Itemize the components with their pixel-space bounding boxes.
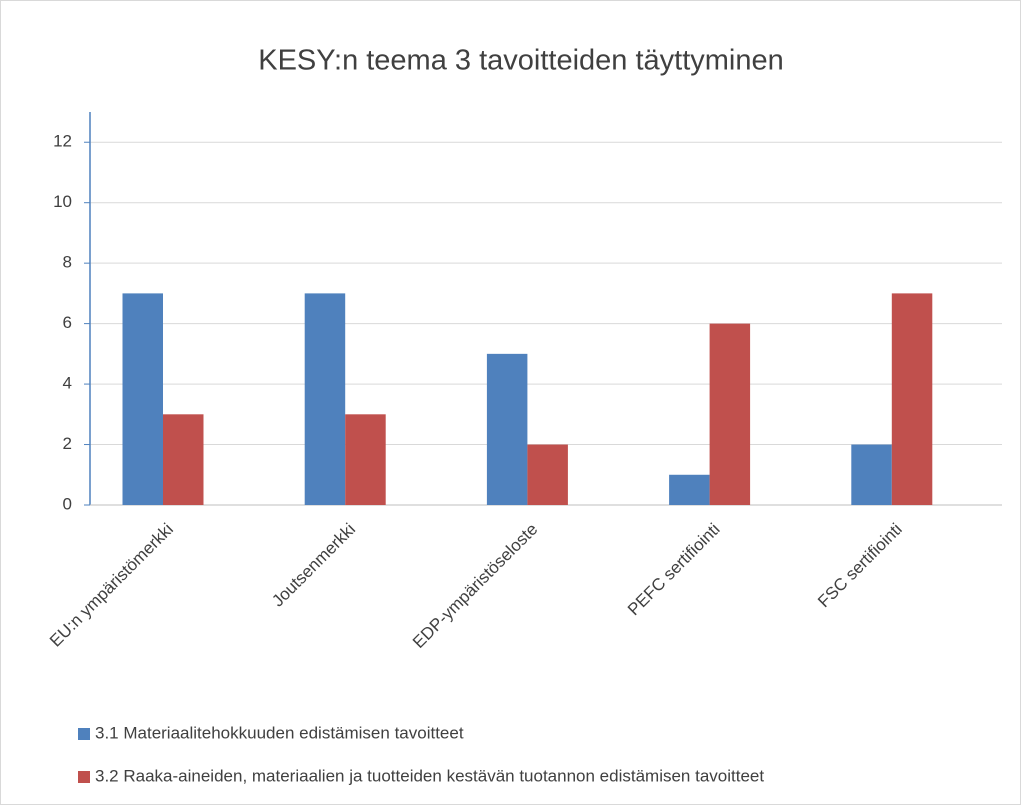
y-tick-label: 12 bbox=[53, 132, 72, 151]
bar bbox=[891, 293, 933, 505]
y-tick-label: 0 bbox=[63, 494, 72, 513]
bar bbox=[163, 414, 204, 505]
legend-label: 3.1 Materiaalitehokkuuden edistämisen ta… bbox=[95, 723, 464, 742]
bar bbox=[851, 444, 892, 505]
bar bbox=[486, 353, 528, 505]
legend-swatch bbox=[78, 728, 90, 740]
bar bbox=[122, 293, 163, 505]
y-tick-label: 2 bbox=[63, 434, 72, 453]
chart-title: KESY:n teema 3 tavoitteiden täyttyminen bbox=[258, 45, 784, 77]
bar bbox=[709, 323, 751, 505]
bar bbox=[304, 293, 346, 505]
bar bbox=[345, 414, 386, 505]
legend-label: 3.2 Raaka-aineiden, materiaalien ja tuot… bbox=[95, 766, 764, 785]
bar bbox=[669, 474, 710, 505]
y-tick-label: 6 bbox=[63, 313, 72, 332]
y-tick-label: 8 bbox=[63, 253, 72, 272]
legend-swatch bbox=[78, 771, 90, 783]
bar bbox=[527, 444, 568, 505]
y-tick-label: 4 bbox=[63, 374, 72, 393]
y-tick-label: 10 bbox=[53, 192, 72, 211]
